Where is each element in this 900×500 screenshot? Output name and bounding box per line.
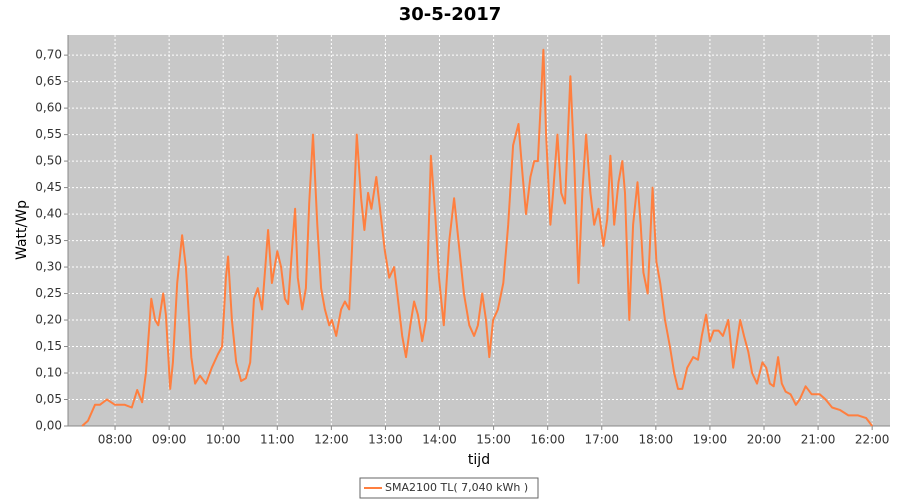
x-tick-label: 22:00 [855, 433, 890, 447]
y-tick-label: 0,05 [35, 392, 62, 406]
x-tick-label: 14:00 [422, 433, 457, 447]
plot-area [68, 35, 890, 426]
x-tick-label: 13:00 [368, 433, 403, 447]
y-tick-label: 0,00 [35, 419, 62, 433]
x-tick-label: 16:00 [530, 433, 565, 447]
y-tick-label: 0,30 [35, 260, 62, 274]
x-tick-label: 20:00 [747, 433, 782, 447]
y-tick-label: 0,70 [35, 48, 62, 62]
y-tick-label: 0,20 [35, 313, 62, 327]
x-tick-label: 10:00 [206, 433, 241, 447]
y-tick-label: 0,65 [35, 74, 62, 88]
x-tick-label: 17:00 [584, 433, 619, 447]
y-tick-label: 0,45 [35, 180, 62, 194]
y-tick-label: 0,10 [35, 366, 62, 380]
x-tick-label: 12:00 [314, 433, 349, 447]
y-tick-label: 0,50 [35, 154, 62, 168]
x-tick-label: 08:00 [98, 433, 133, 447]
legend-box [359, 477, 539, 499]
x-tick-label: 18:00 [639, 433, 674, 447]
legend-label: SMA2100 TL( 7,040 kWh ) [385, 481, 528, 494]
y-tick-label: 0,40 [35, 207, 62, 221]
x-tick-label: 21:00 [801, 433, 836, 447]
y-tick-label: 0,25 [35, 286, 62, 300]
y-tick-label: 0,35 [35, 233, 62, 247]
x-tick-label: 19:00 [693, 433, 728, 447]
x-tick-label: 09:00 [152, 433, 187, 447]
chart-title: 30-5-2017 [399, 4, 502, 25]
y-tick-label: 0,60 [35, 101, 62, 115]
x-tick-label: 15:00 [476, 433, 511, 447]
y-tick-label: 0,55 [35, 127, 62, 141]
x-tick-label: 11:00 [260, 433, 295, 447]
y-tick-label: 0,15 [35, 339, 62, 353]
x-axis-title: tijd [468, 452, 490, 468]
line-series [81, 48, 873, 427]
y-axis-title: Watt/Wp [14, 200, 30, 260]
